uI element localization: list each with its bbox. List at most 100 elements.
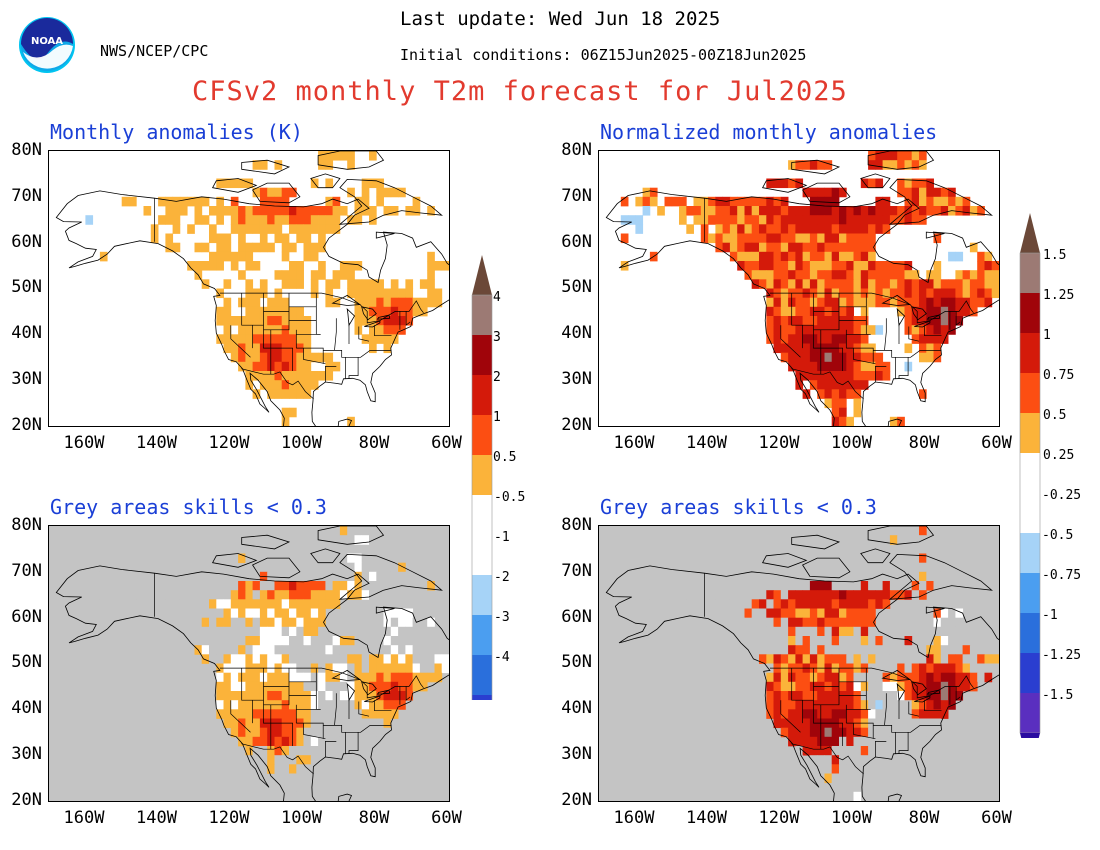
anomaly-cell bbox=[926, 654, 934, 664]
anomaly-cell bbox=[860, 242, 869, 253]
anomaly-cell bbox=[310, 206, 319, 216]
anomaly-cell bbox=[303, 389, 312, 399]
anomaly-cell bbox=[194, 242, 203, 253]
anomaly-cell bbox=[802, 718, 811, 729]
anomaly-cell bbox=[846, 736, 854, 747]
anomaly-cell bbox=[802, 562, 811, 573]
anomaly-cell bbox=[339, 535, 348, 545]
anomaly-cell bbox=[831, 746, 840, 756]
anomaly-cell bbox=[831, 736, 840, 747]
anomaly-cell bbox=[427, 251, 435, 262]
anomaly-cell bbox=[933, 654, 942, 664]
anomaly-cell bbox=[427, 617, 435, 628]
anomaly-cell bbox=[613, 590, 622, 600]
anomaly-cell bbox=[824, 654, 833, 664]
anomaly-grid bbox=[620, 151, 999, 426]
anomaly-cell bbox=[926, 727, 934, 738]
political-borders bbox=[704, 198, 974, 400]
anomaly-cell bbox=[948, 325, 956, 335]
anomaly-cell bbox=[274, 590, 283, 600]
anomaly-cell bbox=[824, 764, 833, 774]
anomaly-cell bbox=[889, 736, 898, 747]
anomaly-cell bbox=[230, 343, 239, 354]
anomaly-cell bbox=[642, 599, 651, 609]
anomaly-cell bbox=[303, 617, 312, 628]
anomaly-cell bbox=[245, 242, 254, 253]
anomaly-cell bbox=[860, 279, 869, 289]
anomaly-cell bbox=[267, 380, 275, 390]
colorbar-segment bbox=[472, 415, 492, 455]
anomaly-cell bbox=[383, 645, 392, 655]
lon-label: 60W bbox=[431, 808, 462, 828]
anomaly-cell bbox=[868, 160, 876, 170]
anomaly-cell bbox=[751, 270, 760, 280]
anomaly-cell bbox=[817, 224, 825, 234]
anomaly-cell bbox=[383, 206, 392, 216]
anomaly-cell bbox=[773, 343, 782, 354]
anomaly-cell bbox=[303, 352, 312, 363]
anomaly-cell bbox=[853, 380, 862, 390]
anomaly-cell bbox=[376, 709, 384, 719]
anomaly-cell bbox=[889, 746, 898, 756]
anomaly-cell bbox=[802, 746, 811, 756]
anomaly-cell bbox=[216, 306, 224, 317]
anomaly-cell bbox=[325, 571, 334, 582]
anomaly-cell bbox=[679, 581, 687, 591]
anomaly-cell bbox=[882, 736, 891, 747]
anomaly-cell bbox=[230, 215, 239, 225]
anomaly-cell bbox=[919, 206, 927, 216]
anomaly-cell bbox=[962, 654, 971, 664]
anomaly-cell bbox=[875, 279, 884, 289]
anomaly-cell bbox=[919, 297, 927, 308]
anomaly-cell bbox=[831, 416, 840, 426]
anomaly-cell bbox=[129, 581, 137, 591]
anomaly-cell bbox=[839, 562, 847, 573]
anomaly-cell bbox=[318, 581, 326, 591]
anomaly-cell bbox=[318, 160, 326, 170]
anomaly-cell bbox=[679, 206, 687, 216]
anomaly-cell bbox=[737, 581, 745, 591]
anomaly-cell bbox=[434, 645, 443, 655]
anomaly-cell bbox=[383, 581, 392, 591]
anomaly-cell bbox=[824, 535, 833, 545]
anomaly-cell bbox=[831, 398, 840, 409]
anomaly-cell bbox=[759, 279, 767, 289]
anomaly-cell bbox=[85, 617, 94, 628]
anomaly-cell bbox=[245, 371, 254, 381]
anomaly-cell bbox=[427, 270, 435, 280]
anomaly-cell bbox=[977, 251, 985, 262]
anomaly-cell bbox=[933, 325, 942, 335]
anomaly-cell bbox=[737, 608, 745, 619]
anomaly-cell bbox=[933, 700, 942, 710]
anomaly-cell bbox=[991, 279, 999, 289]
anomaly-cell bbox=[223, 343, 232, 354]
anomaly-cell bbox=[332, 215, 341, 225]
anomaly-cell bbox=[354, 636, 363, 646]
anomaly-cell bbox=[441, 636, 449, 646]
anomaly-cell bbox=[267, 691, 275, 701]
anomaly-cell bbox=[136, 581, 144, 591]
anomaly-cell bbox=[802, 306, 811, 317]
anomaly-cell bbox=[412, 571, 421, 582]
anomaly-cell bbox=[209, 608, 217, 619]
anomaly-cell bbox=[751, 590, 760, 600]
lat-label: 70N bbox=[561, 185, 592, 206]
anomaly-cell bbox=[846, 626, 854, 637]
anomaly-cell bbox=[897, 581, 905, 591]
anomaly-cell bbox=[788, 599, 796, 609]
anomaly-cell bbox=[824, 398, 833, 409]
anomaly-cell bbox=[926, 187, 934, 198]
anomaly-cell bbox=[398, 316, 406, 326]
anomaly-cell bbox=[882, 535, 891, 545]
anomaly-cell bbox=[657, 608, 665, 619]
anomaly-cell bbox=[751, 617, 760, 628]
anomaly-cell bbox=[839, 764, 847, 774]
anomaly-cell bbox=[412, 206, 421, 216]
anomaly-cell bbox=[919, 316, 927, 326]
anomaly-cell bbox=[875, 261, 884, 271]
anomaly-cell bbox=[303, 371, 312, 381]
anomaly-cell bbox=[620, 581, 629, 591]
anomaly-cell bbox=[926, 270, 934, 280]
anomaly-cell bbox=[795, 361, 804, 372]
anomaly-cell bbox=[92, 617, 101, 628]
